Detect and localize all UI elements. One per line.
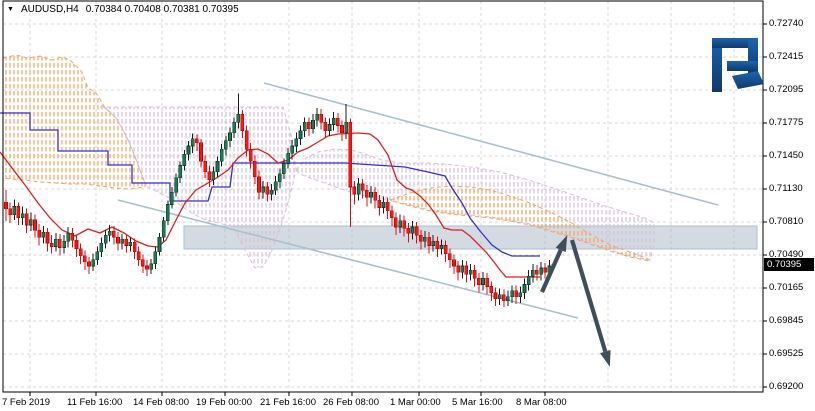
time-axis-label: 8 Mar 08:00 [516, 397, 567, 408]
arrow-up-to-resistance-head [555, 235, 568, 253]
time-axis-label: 7 Feb 2019 [2, 397, 51, 408]
price-axis-label: 0.70165 [769, 282, 804, 293]
symbol-dropdown-icon[interactable]: ▼ [7, 5, 14, 13]
price-axis-label: 0.69845 [769, 315, 804, 326]
current-price-badge: 0.70395 [764, 258, 814, 271]
time-axis-label: 26 Feb 08:00 [323, 397, 379, 408]
price-axis-label: 0.71130 [769, 183, 803, 194]
time-axis-label: 19 Feb 00:00 [196, 397, 252, 408]
time-axis-label: 14 Feb 08:00 [133, 397, 189, 408]
price-axis-label: 0.71775 [769, 117, 804, 128]
arrow-down-forecast-head [600, 349, 611, 367]
symbol-ohlc-line: ▼ AUDUSD,H4 0.70384 0.70408 0.70381 0.70… [7, 4, 239, 15]
grid [3, 1, 763, 392]
price-axis-label: 0.72095 [769, 84, 804, 95]
price-axis-label: 0.69525 [769, 348, 804, 359]
price-axis-label: 0.72415 [769, 51, 804, 62]
tenkan-sen-line [0, 132, 540, 278]
forecast-arrows[interactable] [540, 235, 611, 367]
price-axis-label: 0.71450 [769, 150, 804, 161]
arrow-down-forecast [569, 239, 608, 353]
channel-upper-line [263, 82, 719, 206]
time-axis-label: 21 Feb 16:00 [260, 397, 316, 408]
time-axis-label: 5 Mar 16:00 [452, 397, 503, 408]
time-axis-label: 1 Mar 00:00 [390, 397, 441, 408]
kijun-sen-line [0, 112, 540, 257]
ohlc-values: 0.70384 0.70408 0.70381 0.70395 [85, 4, 239, 15]
arrow-up-to-resistance [540, 249, 563, 293]
price-axis-label: 0.69200 [769, 381, 804, 392]
price-axis-label: 0.72740 [769, 18, 804, 29]
price-axis-label: 0.70490 [769, 249, 804, 260]
price-axis-label: 0.70810 [769, 216, 804, 227]
symbol-title: AUDUSD,H4 [20, 4, 79, 15]
time-axis-label: 11 Feb 16:00 [67, 397, 123, 408]
plot-frame [2, 0, 767, 396]
candlesticks [4, 93, 556, 308]
